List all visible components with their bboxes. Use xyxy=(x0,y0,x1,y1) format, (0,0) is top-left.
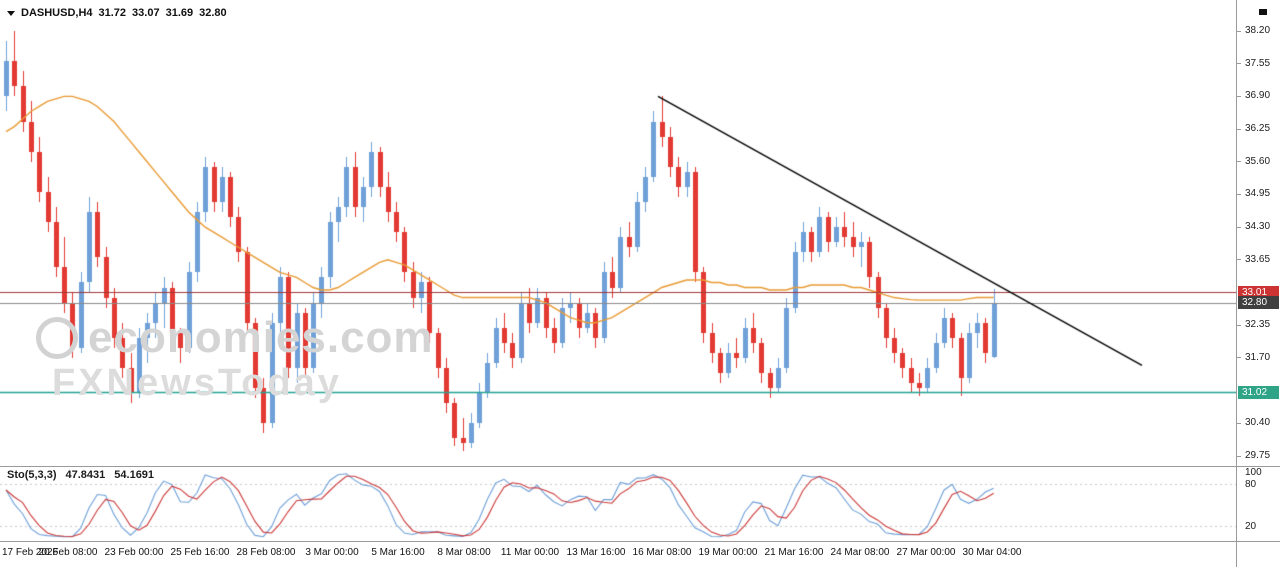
time-label: 21 Mar 16:00 xyxy=(764,547,824,558)
time-label: 11 Mar 00:00 xyxy=(500,547,560,558)
watermark-logo-icon xyxy=(36,317,78,359)
ohlc-low: 31.69 xyxy=(165,7,194,19)
time-label: 24 Mar 08:00 xyxy=(830,547,890,558)
panel-separator[interactable] xyxy=(0,466,1280,467)
price-tickmark xyxy=(1237,357,1241,359)
time-label: 23 Feb 00:00 xyxy=(104,547,164,558)
time-label: 20 Feb 08:00 xyxy=(38,547,98,558)
price-tickmark xyxy=(1237,161,1241,163)
price-tickmark xyxy=(1237,422,1241,424)
stoch-tick-label: 80 xyxy=(1245,479,1257,490)
time-label: 19 Mar 00:00 xyxy=(698,547,758,558)
time-label: 8 Mar 08:00 xyxy=(437,547,491,558)
price-axis[interactable]: 38.20 37.55 36.90 36.25 35.60 34.95 34.30 33.65… xyxy=(1237,0,1280,466)
price-tick-label: 30.40 xyxy=(1245,417,1271,429)
price-tick-label: 29.75 xyxy=(1245,450,1271,461)
time-axis-separator xyxy=(0,541,1280,542)
symbol-dropdown-icon xyxy=(7,10,15,16)
stochastic-name: Sto(5,3,3) xyxy=(7,469,57,481)
time-axis[interactable]: 17 Feb 2026 20 Feb 08:00 23 Feb 00:00 25 Fe… xyxy=(0,542,1236,567)
time-label: 17 Feb 2026 xyxy=(2,547,59,558)
ohlc-open: 31.72 xyxy=(98,7,127,19)
symbol-name: DASHUSD,H4 xyxy=(21,7,93,19)
price-line-badge: 33.01 xyxy=(1238,285,1279,299)
ohlc-close: 32.80 xyxy=(199,7,227,19)
price-axis-separator xyxy=(1236,0,1237,567)
price-tickmark xyxy=(1237,95,1241,97)
stochastic-label: Sto(5,3,3) 47.8431 54.1691 xyxy=(7,469,154,481)
price-tickmark xyxy=(1237,455,1241,457)
time-label: 30 Mar 04:00 xyxy=(962,547,1022,558)
main-chart-canvas[interactable] xyxy=(0,0,1236,466)
price-tick-label: 32.35 xyxy=(1245,319,1271,331)
stochastic-canvas[interactable] xyxy=(0,467,1236,541)
watermark-brand: economies.com xyxy=(88,313,434,362)
price-tickmark xyxy=(1237,63,1241,65)
price-line-badge: 31.02 xyxy=(1238,385,1279,399)
price-tickmark xyxy=(1237,128,1241,130)
time-label: 3 Mar 00:00 xyxy=(305,547,359,558)
stoch-tick-label: 20 xyxy=(1245,521,1257,532)
price-line-badge: 32.80 xyxy=(1238,296,1279,310)
time-label: 13 Mar 16:00 xyxy=(566,547,626,558)
stochastic-axis: 100 80 20 xyxy=(1237,467,1280,541)
price-tickmark xyxy=(1237,226,1241,228)
time-label: 5 Mar 16:00 xyxy=(371,547,425,558)
watermark-subbrand: FXNewsToday xyxy=(52,362,342,404)
time-label: 16 Mar 08:00 xyxy=(632,547,692,558)
price-tickmark xyxy=(1237,259,1241,261)
watermark: economies.com FXNewsToday xyxy=(36,316,434,402)
chart-symbol-ohlc-label: DASHUSD,H4 31.72 33.07 31.69 32.80 xyxy=(7,7,227,19)
price-tick-label: 33.65 xyxy=(1245,253,1271,265)
ohlc-high: 33.07 xyxy=(132,7,160,19)
time-label: 25 Feb 16:00 xyxy=(170,547,230,558)
time-label: 27 Mar 00:00 xyxy=(896,547,956,558)
price-tick-label: 34.30 xyxy=(1245,221,1271,233)
price-tick-label: 36.90 xyxy=(1245,90,1271,102)
chart-shift-marker-icon xyxy=(1259,9,1267,15)
price-tickmark xyxy=(1237,30,1241,32)
price-tickmark xyxy=(1237,193,1241,195)
stochastic-d-value: 54.1691 xyxy=(114,469,155,481)
stoch-tick-label: 100 xyxy=(1245,467,1262,478)
time-label: 28 Feb 08:00 xyxy=(236,547,296,558)
stochastic-k-value: 47.8431 xyxy=(65,469,106,481)
price-tick-label: 34.95 xyxy=(1245,188,1271,200)
price-tick-label: 38.20 xyxy=(1245,25,1271,36)
price-tick-label: 35.60 xyxy=(1245,155,1271,167)
price-tick-label: 37.55 xyxy=(1245,57,1271,69)
price-tick-label: 36.25 xyxy=(1245,123,1271,135)
price-tickmark xyxy=(1237,324,1241,326)
price-tick-label: 31.70 xyxy=(1245,351,1271,363)
